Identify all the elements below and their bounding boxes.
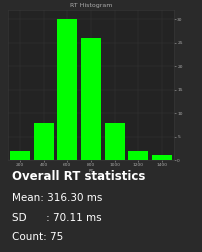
Title: RT Histogram: RT Histogram [70,3,112,8]
Text: Overall RT statistics: Overall RT statistics [12,170,145,183]
Bar [34,122,54,160]
Bar [152,155,172,160]
Bar [57,19,77,160]
X-axis label: RT: RT [88,169,94,173]
Text: Mean: 316.30 ms: Mean: 316.30 ms [12,193,102,203]
Bar [81,38,101,160]
Text: SD      : 70.11 ms: SD : 70.11 ms [12,213,102,223]
Bar [104,122,125,160]
Bar [128,151,148,160]
Bar [10,151,30,160]
Text: Count: 75: Count: 75 [12,232,63,242]
